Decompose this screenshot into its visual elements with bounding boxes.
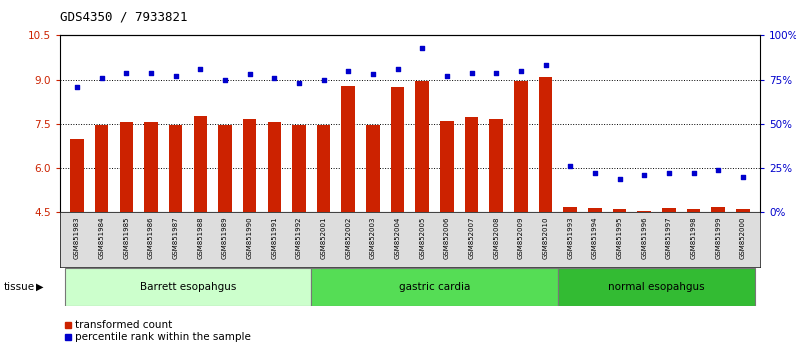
Text: GSM852008: GSM852008 (494, 217, 499, 259)
Bar (169, 125, 182, 212)
Bar (712, 206, 725, 212)
Bar (64, 268, 311, 306)
Text: GSM852007: GSM852007 (469, 217, 474, 259)
Point (687, 171, 700, 176)
Text: GSM852002: GSM852002 (345, 217, 351, 259)
Text: GSM852004: GSM852004 (395, 217, 400, 259)
Text: gastric cardia: gastric cardia (399, 282, 470, 292)
Bar (95, 125, 108, 212)
Point (367, 72, 380, 77)
Bar (341, 86, 355, 212)
Point (96, 75, 108, 81)
Bar (317, 125, 330, 212)
Point (440, 73, 453, 79)
Bar (311, 268, 558, 306)
Point (490, 70, 502, 75)
Bar (119, 122, 133, 212)
Legend: transformed count, percentile rank within the sample: transformed count, percentile rank withi… (65, 320, 252, 342)
Bar (736, 210, 750, 212)
Point (588, 171, 601, 176)
Point (416, 45, 428, 51)
Bar (292, 125, 306, 212)
Text: GSM851985: GSM851985 (123, 217, 129, 259)
Bar (440, 121, 454, 212)
Bar (366, 125, 380, 212)
Text: GSM851988: GSM851988 (197, 217, 203, 259)
Text: GSM852003: GSM852003 (370, 217, 376, 259)
Point (71, 84, 84, 90)
Point (293, 80, 306, 86)
Text: GSM851996: GSM851996 (642, 217, 647, 259)
Bar (490, 119, 503, 212)
Point (145, 70, 158, 75)
Bar (193, 116, 207, 212)
Text: GSM851995: GSM851995 (617, 217, 622, 259)
Text: GSM852006: GSM852006 (444, 217, 450, 259)
Text: GSM852010: GSM852010 (543, 217, 548, 259)
Text: GSM851998: GSM851998 (691, 217, 696, 259)
Bar (638, 211, 651, 212)
Bar (416, 81, 429, 212)
Bar (465, 116, 478, 212)
Text: tissue: tissue (4, 282, 35, 292)
Text: GDS4350 / 7933821: GDS4350 / 7933821 (60, 11, 187, 24)
Text: GSM851997: GSM851997 (666, 217, 672, 259)
Bar (539, 77, 552, 212)
Bar (662, 208, 676, 212)
Text: GSM851983: GSM851983 (74, 217, 80, 259)
Bar (267, 122, 281, 212)
Bar (70, 139, 84, 212)
Bar (243, 119, 256, 212)
Text: GSM851992: GSM851992 (296, 217, 302, 259)
Text: GSM852000: GSM852000 (740, 217, 746, 259)
Bar (514, 81, 528, 212)
Text: GSM851986: GSM851986 (148, 217, 154, 259)
Point (514, 68, 527, 74)
Text: GSM852001: GSM852001 (321, 217, 326, 259)
Bar (391, 87, 404, 212)
Text: GSM851989: GSM851989 (222, 217, 228, 259)
Bar (218, 125, 232, 212)
Point (465, 70, 478, 75)
Bar (687, 210, 700, 212)
Point (613, 176, 626, 182)
Point (712, 167, 724, 173)
Text: GSM851994: GSM851994 (592, 217, 598, 259)
Bar (588, 208, 602, 212)
Point (392, 66, 404, 72)
Point (268, 75, 281, 81)
Text: GSM851984: GSM851984 (99, 217, 104, 259)
Text: GSM851987: GSM851987 (173, 217, 178, 259)
Bar (564, 206, 577, 212)
Text: GSM851990: GSM851990 (247, 217, 252, 259)
Point (170, 73, 182, 79)
Point (244, 72, 256, 77)
Point (342, 68, 355, 74)
Point (219, 77, 232, 82)
Text: GSM851999: GSM851999 (716, 217, 721, 259)
Point (194, 66, 207, 72)
Bar (558, 268, 755, 306)
Point (120, 70, 133, 75)
Text: GSM852009: GSM852009 (518, 217, 524, 259)
Bar (144, 122, 158, 212)
Point (736, 174, 749, 180)
Text: GSM851991: GSM851991 (271, 217, 277, 259)
Point (564, 164, 576, 169)
Text: normal esopahgus: normal esopahgus (608, 282, 705, 292)
Text: GSM852005: GSM852005 (419, 217, 425, 259)
Text: ▶: ▶ (36, 282, 43, 292)
Text: Barrett esopahgus: Barrett esopahgus (140, 282, 236, 292)
Point (318, 77, 330, 82)
Point (638, 172, 650, 178)
Point (662, 171, 675, 176)
Text: GSM851993: GSM851993 (568, 217, 573, 259)
Bar (613, 210, 626, 212)
Point (539, 63, 552, 68)
